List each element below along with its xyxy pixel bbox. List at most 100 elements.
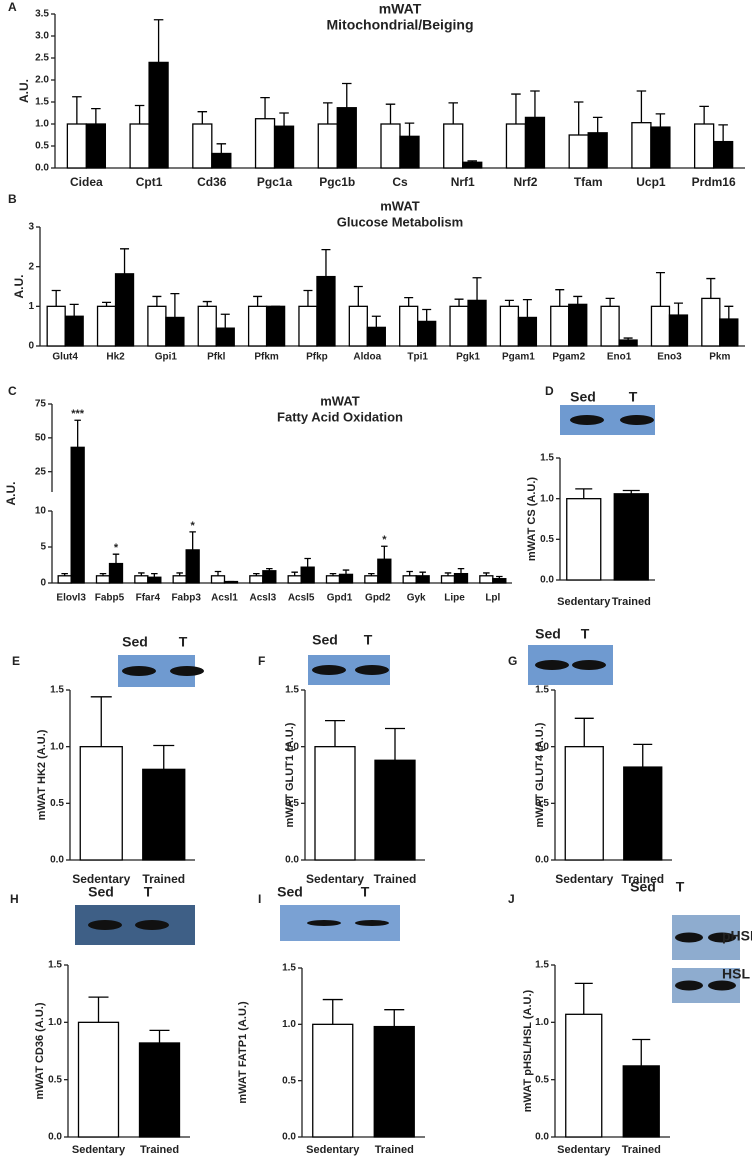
error-bar <box>496 575 503 579</box>
bar <box>364 575 379 584</box>
bar <box>566 498 602 581</box>
y-tick-label: 1.5 <box>48 960 62 971</box>
y-tick-label: 1.5 <box>535 960 549 971</box>
x-tick-label: Elovl3 <box>56 593 86 604</box>
bar <box>66 123 88 169</box>
bar <box>550 305 570 347</box>
chart-title: mWAT <box>379 1 422 17</box>
error-bar <box>422 308 432 322</box>
x-tick-label: Trained <box>375 1144 414 1156</box>
error-bar <box>322 998 343 1025</box>
error-bar <box>444 572 452 576</box>
x-tick-label: Acsl5 <box>288 593 315 604</box>
chart-title: mWAT <box>320 393 360 408</box>
bar <box>348 305 368 347</box>
bar <box>287 575 302 584</box>
bar <box>192 123 213 169</box>
x-tick-label: Pfkm <box>254 352 279 363</box>
error-bar <box>72 96 82 124</box>
y-tick-label: 25 <box>35 466 47 477</box>
y-tick-label: 3 <box>28 222 34 233</box>
y-tick-label: 0.0 <box>285 855 299 866</box>
error-bar <box>371 315 381 328</box>
bar <box>336 107 357 169</box>
y-tick-label: 1.0 <box>535 741 549 752</box>
y-axis-label: mWAT CS (A.U.) <box>526 477 538 561</box>
y-tick-label: 2 <box>28 261 34 272</box>
bar <box>64 315 84 347</box>
chart-title: mWAT <box>380 198 420 213</box>
error-bar <box>253 572 260 576</box>
error-bar <box>368 572 375 576</box>
blot-band <box>708 980 736 991</box>
bar <box>373 1025 415 1138</box>
bar <box>613 493 649 581</box>
bar <box>79 746 123 861</box>
y-tick-label: 1.5 <box>285 685 299 696</box>
bar <box>249 575 264 584</box>
bar <box>114 273 135 347</box>
x-tick-label: Ucp1 <box>636 175 666 189</box>
x-tick-label: Pgam1 <box>502 352 535 363</box>
significance-label: * <box>114 542 119 554</box>
y-tick-label: 1.5 <box>535 685 549 696</box>
error-bar <box>253 295 263 307</box>
blot-band <box>708 932 736 943</box>
error-bar <box>112 553 120 564</box>
x-tick-label: Nrf1 <box>451 175 475 189</box>
x-tick-label: Sedentary <box>555 872 613 886</box>
y-tick-label: 0.0 <box>35 163 49 174</box>
error-bar <box>134 104 145 124</box>
x-tick-label: Pfkp <box>306 352 328 363</box>
bar <box>85 123 107 169</box>
error-bar <box>61 572 68 576</box>
blot-label: T <box>361 884 370 900</box>
blot-label: T <box>364 632 373 648</box>
bar <box>96 305 117 347</box>
blot-band <box>570 415 604 425</box>
error-bar <box>91 107 101 124</box>
error-bar <box>303 289 313 307</box>
bar <box>499 305 520 347</box>
y-tick-label: 0.5 <box>535 798 549 809</box>
error-bar <box>406 570 413 576</box>
bar <box>366 326 386 347</box>
x-tick-label: Gpd2 <box>365 593 391 604</box>
bar <box>399 305 419 347</box>
x-tick-label: Gpd1 <box>327 593 353 604</box>
bar <box>46 305 66 347</box>
x-tick-label: Glut4 <box>52 352 78 363</box>
blot-label: T <box>629 389 638 405</box>
error-bar <box>605 297 615 307</box>
bar <box>402 575 417 584</box>
blot-label: T <box>581 626 590 642</box>
y-tick-label: 0.0 <box>535 1132 549 1143</box>
error-bar <box>448 102 458 124</box>
x-tick-label: Sedentary <box>557 1144 611 1156</box>
error-bar <box>718 124 728 142</box>
bar <box>211 152 232 169</box>
blot-band <box>355 665 389 675</box>
error-bar <box>304 557 311 568</box>
error-bar <box>353 285 363 307</box>
x-tick-label: Lipe <box>444 593 465 604</box>
blot-label: Sed <box>88 884 114 900</box>
bar <box>265 305 286 347</box>
y-tick-label: 1 <box>28 301 34 312</box>
x-tick-label: Eno3 <box>657 352 682 363</box>
y-tick-label: 0 <box>40 578 46 589</box>
bar <box>374 759 416 861</box>
blot-label: pHSL <box>722 928 752 944</box>
error-bar <box>189 531 196 550</box>
error-bar <box>197 111 208 124</box>
bar <box>377 558 392 584</box>
bar <box>147 576 162 584</box>
error-bar <box>530 90 540 118</box>
blot-band <box>675 980 703 991</box>
error-bar <box>419 571 426 576</box>
panel-label: I <box>258 892 261 906</box>
bar <box>443 123 464 169</box>
bar <box>325 575 341 584</box>
bar <box>693 123 715 169</box>
panel-label: C <box>8 384 17 398</box>
